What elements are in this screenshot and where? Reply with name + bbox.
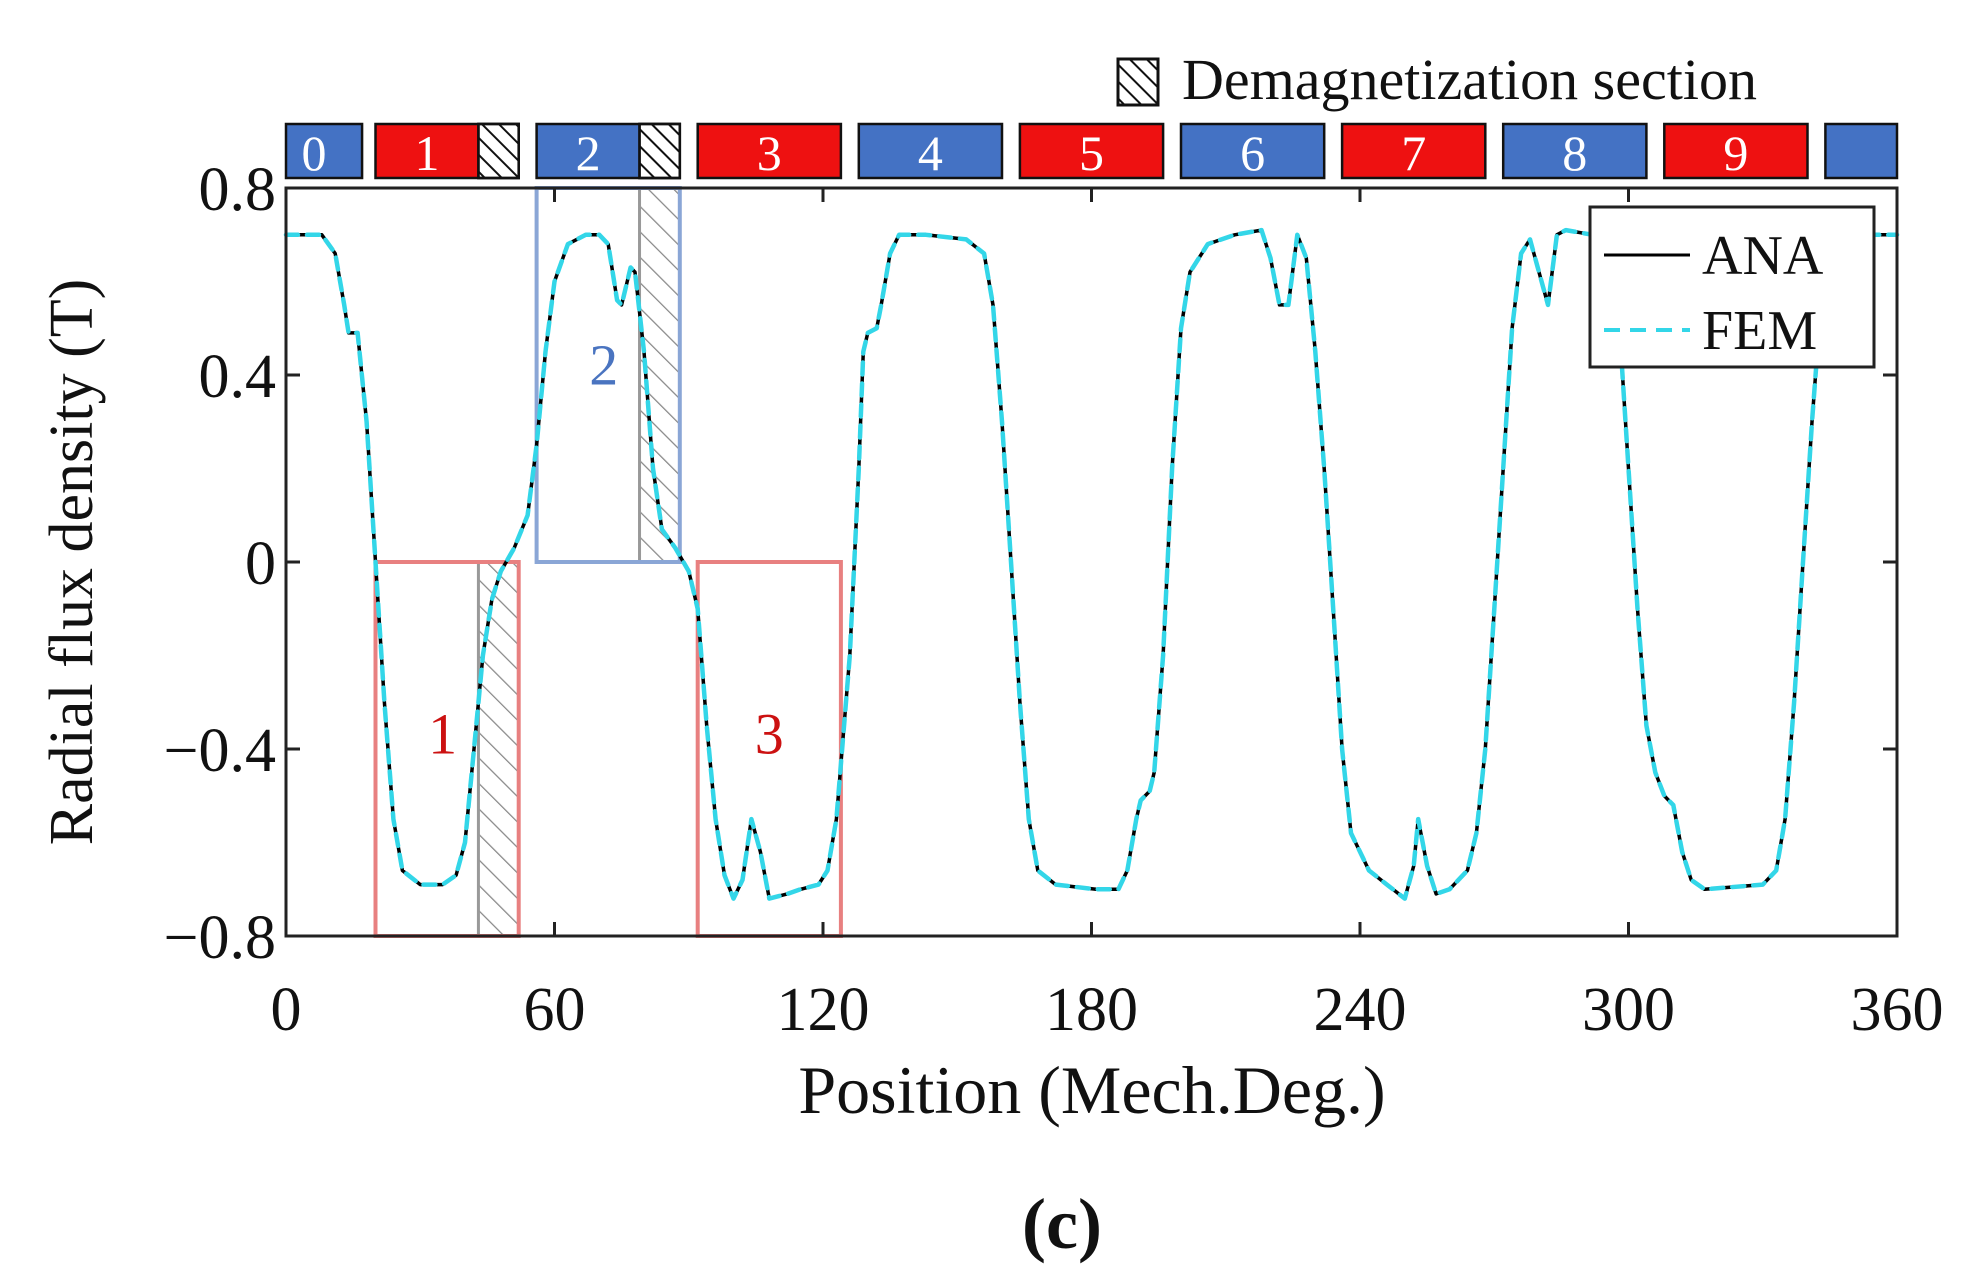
x-axis: 0 60 120 180 240 300 360 <box>271 188 1944 1044</box>
pole-segment <box>696 122 843 180</box>
pole-segment <box>1824 122 1899 180</box>
pole-label: 5 <box>1079 125 1104 181</box>
x-tick-label: 0 <box>271 976 302 1044</box>
y-tick-label: −0.8 <box>164 904 276 972</box>
annotation-hatch <box>476 560 521 938</box>
pole-segment <box>1340 122 1487 180</box>
y-tick-label: 0.8 <box>199 156 277 224</box>
demag-legend: Demagnetization section <box>1116 47 1757 112</box>
pole-segment <box>1179 122 1326 180</box>
pole-label: 6 <box>1240 125 1265 181</box>
pole-segment <box>1501 122 1648 180</box>
pole-label: 8 <box>1562 125 1587 181</box>
x-tick-label: 120 <box>777 976 870 1044</box>
series-layer <box>283 227 1900 901</box>
pole-segment <box>284 122 364 180</box>
y-axis-title: Radial flux density (T) <box>38 279 106 845</box>
pole-label: 2 <box>576 125 601 181</box>
demag-legend-swatch <box>1116 57 1160 107</box>
caption: (c) <box>1022 1184 1102 1264</box>
pole-label: 3 <box>757 125 782 181</box>
y-tick-label: 0 <box>245 530 276 598</box>
pole-label: 0 <box>302 125 327 181</box>
y-axis: 0.8 0.4 0 −0.4 −0.8 <box>164 156 1897 972</box>
pole-segment <box>1663 122 1809 180</box>
pole-segment <box>857 122 1004 180</box>
pole-strip: 0 1 2 3 4 5 6 7 8 9 <box>284 122 1899 181</box>
pole-demag-hatch <box>638 122 682 180</box>
y-tick-label: 0.4 <box>199 343 277 411</box>
legend-box <box>1588 205 1876 369</box>
x-axis-title: Position (Mech.Deg.) <box>798 1052 1385 1128</box>
legend: ANA FEM <box>1588 205 1876 369</box>
annotation-label: 1 <box>428 702 457 767</box>
legend-label-fem: FEM <box>1702 300 1817 362</box>
pole-label: 4 <box>918 125 943 181</box>
demag-legend-label: Demagnetization section <box>1182 47 1757 112</box>
pole-label: 7 <box>1401 125 1426 181</box>
pole-demag-hatch <box>477 122 520 180</box>
y-tick-label: −0.4 <box>164 717 276 785</box>
annotation-label: 2 <box>589 332 618 397</box>
pole-segment <box>1018 122 1165 180</box>
annotation-labels: 1 2 3 <box>428 332 784 766</box>
x-tick-label: 180 <box>1045 976 1138 1044</box>
annotation-boxes <box>373 186 843 938</box>
x-tick-label: 240 <box>1314 976 1407 1044</box>
legend-label-ana: ANA <box>1702 225 1824 287</box>
x-tick-label: 60 <box>524 976 586 1044</box>
x-tick-label: 300 <box>1582 976 1675 1044</box>
pole-label: 1 <box>414 125 439 181</box>
x-tick-label: 360 <box>1851 976 1944 1044</box>
pole-label: 9 <box>1723 125 1748 181</box>
annotation-label: 3 <box>755 702 784 767</box>
series-line-fem <box>283 227 1900 901</box>
